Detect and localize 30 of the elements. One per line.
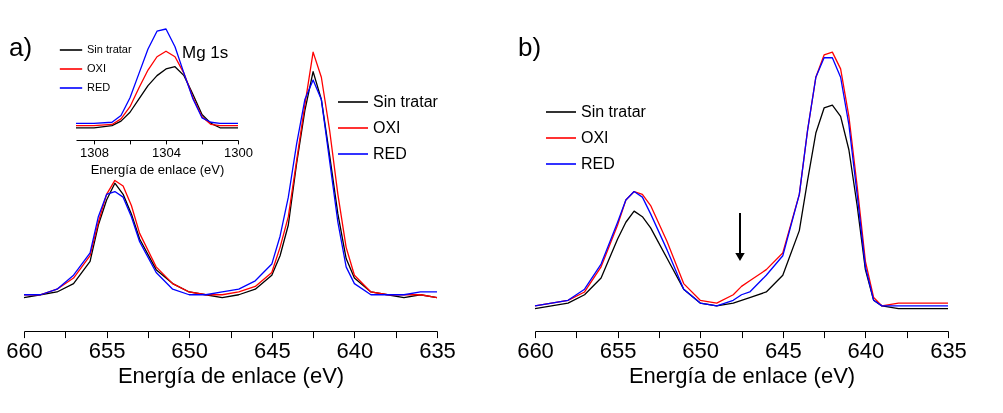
x-tick-label: 655	[88, 338, 126, 364]
x-tick-label: 1300	[224, 145, 253, 161]
x-tick-label: 635	[419, 338, 456, 364]
legend-label: OXI	[87, 62, 106, 74]
legend-label: OXI	[581, 129, 609, 146]
legend-label: OXI	[373, 119, 401, 136]
legend-label: Sin tratar	[373, 93, 439, 110]
chart-title: b)	[518, 32, 542, 62]
x-tick-label: 650	[682, 338, 720, 364]
legend-label: RED	[87, 81, 111, 93]
x-axis-title: Energía de enlace (eV)	[628, 363, 856, 389]
text: Mg 1s	[182, 43, 229, 62]
x-tick-label: 1304	[152, 145, 181, 161]
x-axis-title: Energía de enlace (eV)	[117, 363, 345, 389]
legend-label: RED	[581, 155, 615, 172]
legend-label: RED	[373, 145, 407, 162]
x-tick-label: 655	[599, 338, 637, 364]
x-tick-label: 1308	[80, 145, 109, 161]
x-tick-label: 645	[253, 338, 291, 364]
x-tick-label: 640	[336, 338, 374, 364]
legend-label: Sin tratar	[581, 103, 647, 120]
x-tick-label: 645	[764, 338, 802, 364]
chart-title: a)	[9, 32, 33, 62]
x-tick-label: 660	[6, 338, 43, 364]
x-tick-label: 635	[930, 338, 967, 364]
x-tick-label: 640	[847, 338, 885, 364]
x-tick-label: 660	[517, 338, 554, 364]
x-tick-label: 650	[171, 338, 209, 364]
legend-label: Sin tratar	[87, 43, 132, 55]
x-axis-title: Energía de enlace (eV)	[90, 162, 225, 178]
